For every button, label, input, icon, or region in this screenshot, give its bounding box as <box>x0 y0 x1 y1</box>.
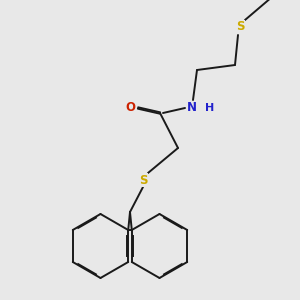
Text: S: S <box>139 173 147 187</box>
Text: S: S <box>236 20 244 34</box>
Text: O: O <box>125 101 135 115</box>
Text: H: H <box>206 103 214 113</box>
Text: N: N <box>187 101 197 115</box>
